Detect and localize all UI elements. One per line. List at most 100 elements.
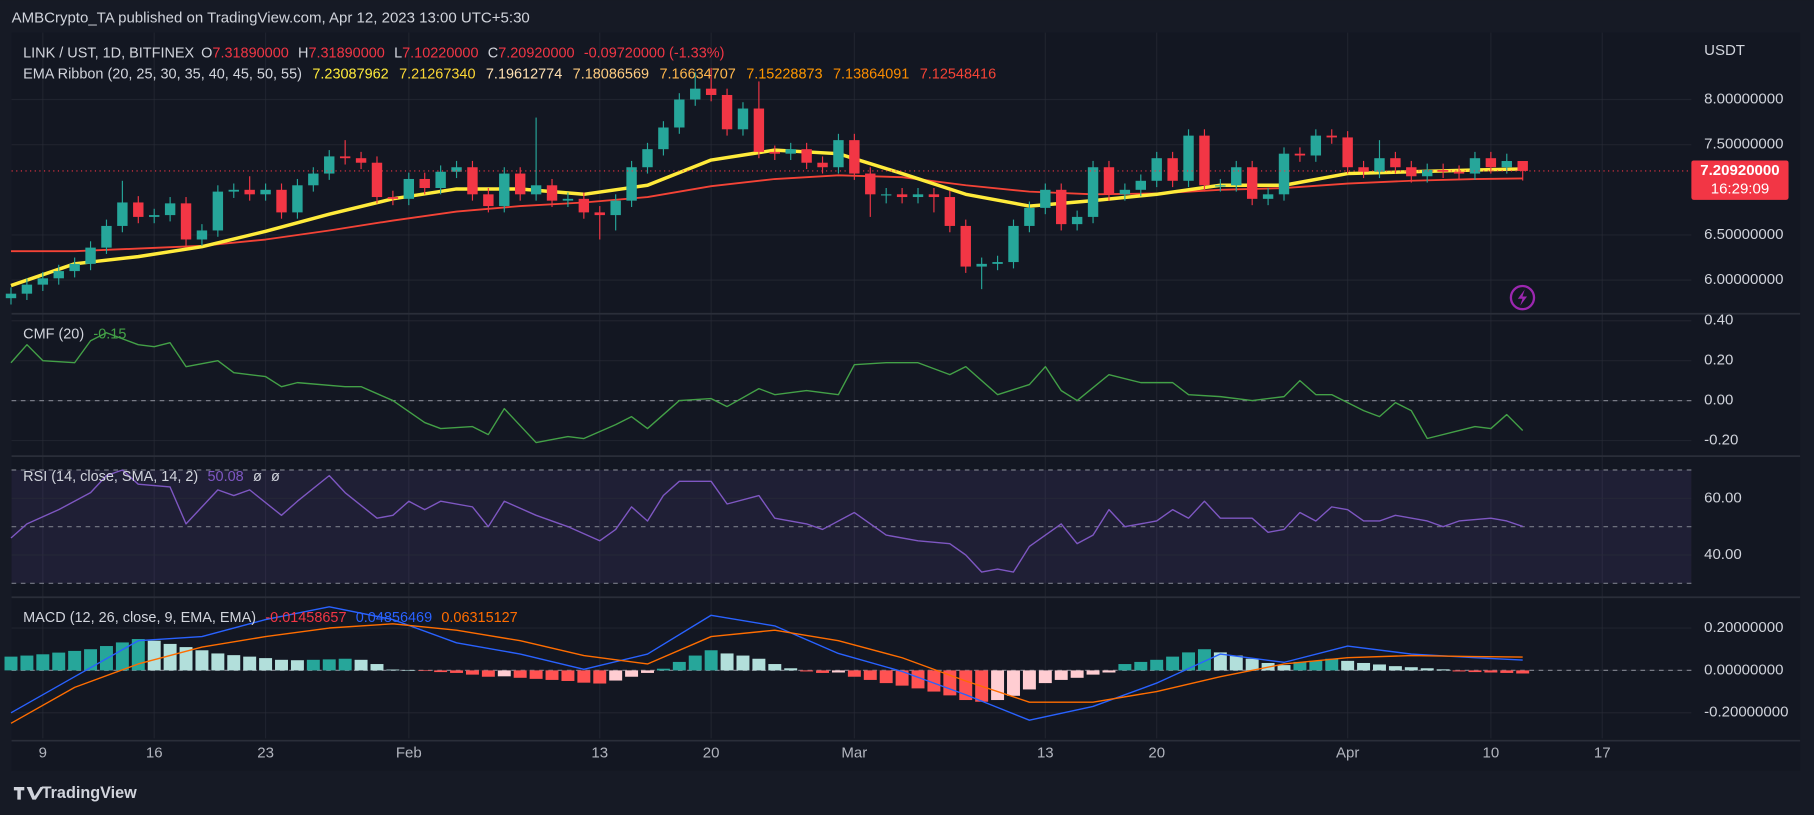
macd-histogram-bar — [243, 656, 257, 671]
x-tick-label: 17 — [1594, 744, 1611, 761]
candle-body — [1326, 135, 1337, 138]
ribbon-value: 7.23087962 — [312, 66, 388, 82]
macd-histogram-bar — [688, 655, 702, 671]
ribbon-legend: EMA Ribbon (20, 25, 30, 35, 40, 45, 50, … — [23, 66, 996, 82]
candle-body — [1135, 180, 1146, 190]
macd-histogram-bar — [1484, 670, 1498, 673]
candle-body — [642, 149, 653, 168]
macd-histogram-bar — [275, 659, 288, 671]
candle-body — [880, 194, 892, 196]
candle-body — [801, 149, 812, 163]
macd-histogram-bar — [1373, 664, 1386, 671]
candle-body — [1103, 167, 1115, 195]
candle-body — [1231, 167, 1242, 186]
candle-body — [1406, 167, 1417, 177]
y-tick-label: 0.00 — [1704, 392, 1733, 409]
indicator-title: CMF (20) — [23, 326, 84, 342]
ribbon-value: 7.15228873 — [746, 66, 822, 82]
macd-histogram-bar — [768, 664, 782, 671]
candle-body — [1167, 158, 1178, 181]
candle-body — [1056, 189, 1067, 225]
candle-body — [578, 198, 590, 213]
histogram-value: -0.01458657 — [265, 610, 346, 626]
macd-histogram-bar — [577, 670, 591, 683]
ohlc-value: 7.20920000 — [498, 45, 574, 61]
ribbon-title: EMA Ribbon (20, 25, 30, 35, 40, 45, 50, … — [23, 66, 302, 82]
macd-histogram-bar — [704, 650, 718, 671]
x-tick-label: Mar — [841, 744, 867, 761]
candle-body — [419, 178, 430, 189]
macd-histogram-bar — [816, 670, 830, 673]
candle-body — [292, 185, 303, 213]
y-tick-label: 6.00000000 — [1704, 271, 1783, 288]
candle-body — [1437, 169, 1449, 172]
publish-header: AMBCrypto_TA published on TradingView.co… — [12, 10, 530, 27]
macd-histogram-bar — [4, 656, 18, 671]
macd-histogram-bar — [1277, 665, 1291, 671]
candle-body — [371, 162, 383, 198]
candle-body — [737, 108, 749, 130]
macd-histogram-bar — [800, 670, 814, 672]
candle-body — [1342, 137, 1353, 168]
ohlc-key: L — [394, 45, 402, 61]
ribbon-value: 7.21267340 — [399, 66, 475, 82]
macd-histogram-bar — [290, 660, 304, 671]
candle-body — [1469, 158, 1481, 174]
macd-histogram-bar — [1357, 662, 1371, 671]
candle-body — [244, 189, 255, 195]
candle-body — [387, 197, 399, 199]
candle-body — [308, 173, 319, 186]
candle-body — [1215, 185, 1226, 187]
macd-histogram-bar — [418, 670, 432, 672]
candle-body — [562, 198, 574, 201]
candle-body — [196, 230, 208, 240]
x-tick-label: 16 — [146, 744, 163, 761]
y-tick-label: 0.20000000 — [1704, 619, 1783, 636]
candle-body — [1008, 225, 1019, 263]
indicator-extra: ø — [253, 469, 262, 485]
indicator-title: RSI (14, close, SMA, 14, 2) — [23, 469, 198, 485]
macd-histogram-bar — [895, 670, 909, 686]
macd-histogram-bar — [322, 659, 336, 671]
y-tick-label: 6.50000000 — [1704, 226, 1783, 243]
candle-body — [1358, 167, 1369, 172]
candle-body — [451, 167, 462, 172]
macd-histogram-bar — [1404, 667, 1418, 671]
candle-body — [1151, 158, 1162, 181]
candle-body — [5, 293, 17, 299]
symbol-legend: LINK / UST, 1D, BITFINEX O7.31890000 H7.31… — [23, 45, 724, 61]
y-tick-label: 7.50000000 — [1704, 136, 1783, 153]
ohlc-value: 7.10220000 — [402, 45, 478, 61]
candle-body — [785, 149, 796, 154]
macd-histogram-bar — [36, 654, 50, 671]
macd-histogram-bar — [561, 670, 575, 681]
y-tick-label: 60.00 — [1704, 489, 1742, 506]
candle-body — [658, 127, 669, 150]
x-tick-label: Apr — [1336, 744, 1359, 761]
candle-body — [467, 167, 478, 195]
macd-histogram-bar — [1420, 668, 1434, 671]
macd-histogram-bar — [1452, 670, 1466, 672]
macd-histogram-bar — [147, 640, 161, 671]
ohlc-key: O — [201, 45, 212, 61]
macd-histogram-bar — [179, 647, 193, 671]
macd-histogram-bar — [1436, 669, 1450, 671]
x-tick-label: 20 — [703, 744, 720, 761]
candle-body — [1040, 189, 1051, 208]
candle-body — [1183, 135, 1194, 181]
candle-body — [753, 108, 765, 152]
ohlc-key: C — [488, 45, 498, 61]
x-tick-label: 9 — [39, 744, 47, 761]
candle-body — [1390, 158, 1401, 168]
candle-body — [705, 88, 717, 95]
candle-body — [212, 191, 224, 231]
ribbon-value: 7.18086569 — [573, 66, 649, 82]
macd-histogram-bar — [52, 652, 66, 671]
macd-histogram-bar — [625, 670, 639, 677]
candle-body — [180, 203, 192, 240]
macd-histogram-bar — [1038, 670, 1052, 684]
macd-value: 0.06315127 — [441, 610, 517, 626]
macd-histogram-bar — [593, 670, 607, 684]
alert-bolt — [1517, 289, 1528, 306]
candle-body — [260, 189, 271, 195]
